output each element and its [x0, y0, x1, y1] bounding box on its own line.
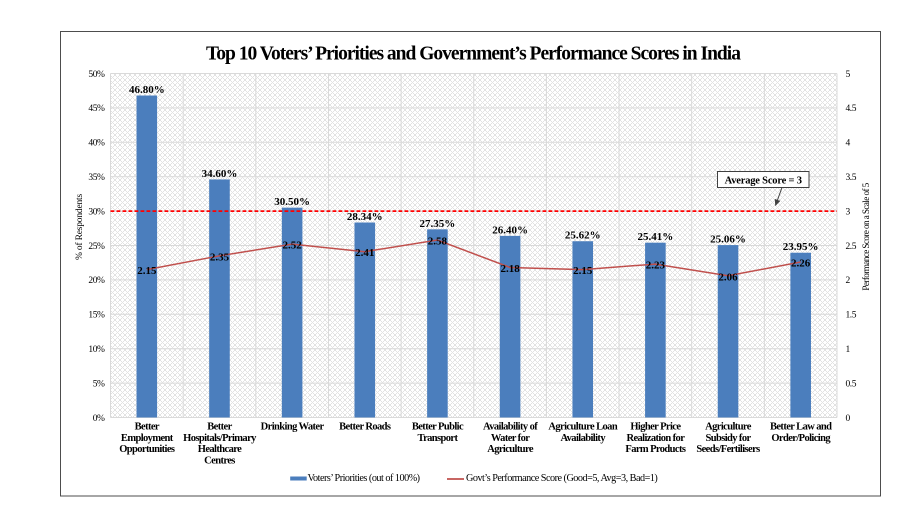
svg-text:2.5: 2.5: [846, 242, 857, 252]
svg-text:Voters’ Priorities (out of 100: Voters’ Priorities (out of 100%): [308, 473, 420, 484]
svg-text:Availability of: Availability of: [483, 421, 538, 432]
svg-text:Better Roads: Better Roads: [339, 421, 391, 432]
svg-text:23.95%: 23.95%: [783, 241, 819, 253]
svg-text:15%: 15%: [88, 311, 105, 321]
svg-text:2.52: 2.52: [282, 240, 302, 252]
svg-text:10%: 10%: [88, 345, 105, 355]
svg-text:4.5: 4.5: [846, 104, 857, 114]
svg-text:Higher Price: Higher Price: [630, 421, 681, 432]
svg-text:0: 0: [846, 414, 851, 424]
svg-text:2.23: 2.23: [646, 260, 666, 272]
svg-text:1: 1: [846, 345, 851, 355]
svg-text:1.5: 1.5: [846, 311, 857, 321]
svg-text:Performance Score on a Scale o: Performance Score on a Scale of 5: [861, 182, 871, 290]
svg-text:30%: 30%: [88, 207, 105, 217]
svg-text:3.5: 3.5: [846, 173, 857, 183]
svg-text:Agriculture Loan: Agriculture Loan: [548, 421, 617, 432]
svg-text:Agriculture: Agriculture: [705, 421, 752, 432]
svg-text:30.50%: 30.50%: [274, 196, 310, 208]
svg-text:Average Score = 3: Average Score = 3: [725, 176, 802, 187]
svg-text:Hospitals/Primary: Hospitals/Primary: [183, 433, 257, 444]
svg-text:5%: 5%: [93, 379, 105, 389]
svg-text:Better Public: Better Public: [412, 421, 464, 432]
svg-text:Employment: Employment: [121, 433, 174, 444]
svg-text:26.40%: 26.40%: [492, 224, 528, 236]
svg-text:Farm Products: Farm Products: [625, 444, 685, 455]
svg-text:34.60%: 34.60%: [202, 168, 238, 180]
svg-text:25.06%: 25.06%: [710, 234, 746, 246]
svg-text:25.62%: 25.62%: [565, 230, 601, 242]
svg-text:0.5: 0.5: [846, 379, 857, 389]
svg-text:46.80%: 46.80%: [129, 84, 165, 96]
svg-text:40%: 40%: [88, 139, 105, 149]
svg-text:Realization for: Realization for: [626, 433, 685, 444]
svg-text:Subsidy for: Subsidy for: [706, 433, 752, 444]
svg-text:Centres: Centres: [204, 456, 235, 467]
svg-text:28.34%: 28.34%: [347, 211, 383, 223]
svg-text:45%: 45%: [88, 104, 105, 114]
svg-text:2.06: 2.06: [718, 271, 738, 283]
svg-text:2.18: 2.18: [500, 263, 520, 275]
svg-text:Healthcare: Healthcare: [198, 444, 242, 455]
svg-text:2.58: 2.58: [428, 236, 448, 248]
svg-text:5: 5: [846, 70, 851, 80]
svg-text:% of Respondents: % of Respondents: [74, 194, 85, 260]
svg-text:4: 4: [846, 139, 851, 149]
svg-text:Drinking Water: Drinking Water: [261, 421, 325, 432]
svg-text:Seeds/Fertilisers: Seeds/Fertilisers: [696, 444, 760, 455]
svg-text:2.15: 2.15: [137, 265, 157, 277]
svg-text:0%: 0%: [93, 414, 105, 424]
svg-text:2: 2: [846, 276, 851, 286]
svg-text:Water for: Water for: [491, 433, 530, 444]
svg-text:Better: Better: [135, 421, 160, 432]
svg-text:25.41%: 25.41%: [638, 231, 674, 243]
svg-text:Top 10 Voters’ Priorities and: Top 10 Voters’ Priorities and Government…: [206, 44, 741, 65]
svg-text:Transport: Transport: [417, 433, 458, 444]
svg-text:Better Law and: Better Law and: [770, 421, 832, 432]
svg-text:2.26: 2.26: [791, 258, 811, 270]
svg-text:Order/Policing: Order/Policing: [771, 433, 831, 444]
svg-text:2.15: 2.15: [573, 265, 593, 277]
svg-text:Agriculture: Agriculture: [487, 444, 534, 455]
svg-text:Availability: Availability: [560, 433, 606, 444]
svg-text:35%: 35%: [88, 173, 105, 183]
svg-text:Govt’s Performance Score (Good: Govt’s Performance Score (Good=5, Avg=3,…: [466, 473, 657, 484]
svg-text:Better: Better: [207, 421, 232, 432]
svg-text:27.35%: 27.35%: [420, 218, 456, 230]
svg-text:3: 3: [846, 207, 851, 217]
svg-text:50%: 50%: [88, 70, 105, 80]
svg-text:25%: 25%: [88, 242, 105, 252]
svg-text:Opportunities: Opportunities: [119, 444, 175, 455]
svg-text:2.35: 2.35: [210, 251, 230, 263]
svg-text:20%: 20%: [88, 276, 105, 286]
svg-text:2.41: 2.41: [355, 247, 374, 259]
